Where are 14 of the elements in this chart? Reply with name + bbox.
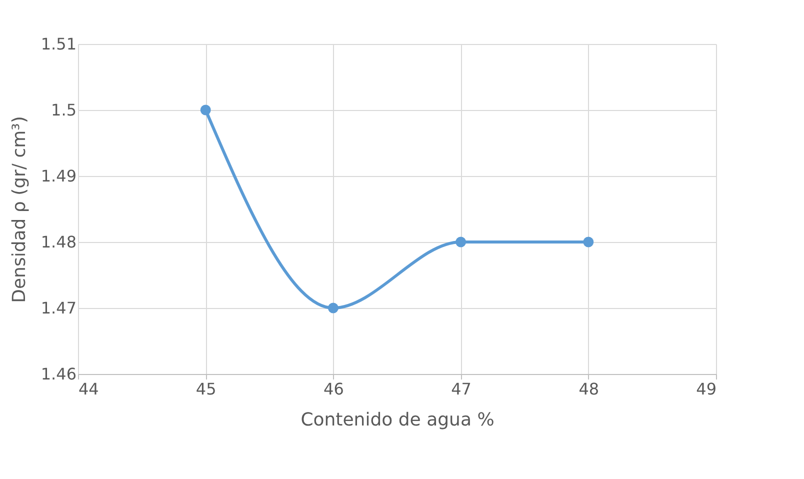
- y-tick-label: 1.47: [40, 298, 76, 318]
- x-tick-label: 46: [324, 380, 344, 398]
- x-tick-label: 49: [696, 380, 716, 398]
- y-tick-label: 1.51: [40, 34, 76, 54]
- x-tick-label: 45: [196, 380, 216, 398]
- y-tick-label: 1.49: [40, 166, 76, 186]
- x-tick-label: 44: [78, 380, 99, 398]
- x-tick-label: 47: [451, 380, 472, 398]
- y-tick-label: 1.48: [40, 232, 76, 252]
- x-tick-label: 48: [578, 380, 600, 398]
- y-tick-label: 1.5: [51, 100, 76, 120]
- y-tick-label: 1.46: [40, 364, 76, 384]
- y-axis-title: Densidad ρ (gr/ cm³): [8, 116, 30, 303]
- x-axis-title: Contenido de agua %: [300, 410, 494, 430]
